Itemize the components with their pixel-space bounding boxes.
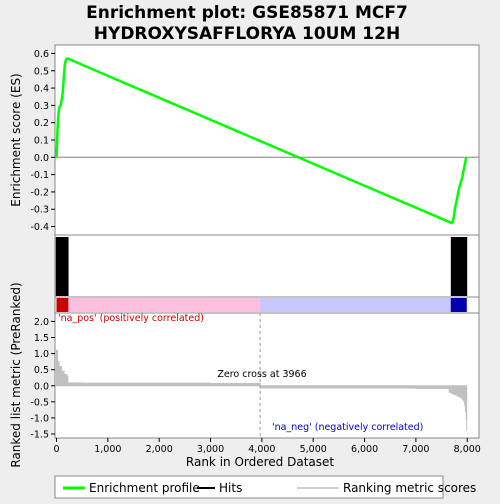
x-tick-label: 0 (53, 444, 59, 455)
metric-y-axis: -1.5 -1.0 -0.5 0.0 0.5 1.0 1.5 2.0 (30, 317, 55, 441)
metric-panel (54, 312, 480, 439)
metric-y-tick-label: -0.5 (30, 397, 49, 408)
x-tick-label: 5,000 (300, 444, 327, 455)
metric-y-tick-label: 0.5 (34, 365, 49, 376)
metric-y-tick-label: 0.0 (34, 381, 49, 392)
metric-area (56, 349, 468, 431)
heatmap-segments (56, 298, 468, 312)
metric-series (56, 313, 468, 438)
heatmap-positive (56, 298, 261, 312)
heatmap-negative (260, 298, 468, 312)
es-y-tick-label: -0.1 (30, 170, 49, 181)
x-axis-label: Rank in Ordered Dataset (186, 455, 334, 469)
es-series (55, 57, 468, 225)
heatmap-negative-strong (450, 298, 467, 312)
legend-label: Ranking metric scores (343, 481, 476, 495)
metric-y-tick-label: -1.0 (30, 413, 49, 424)
es-y-tick-label: 0.6 (34, 49, 49, 60)
x-tick-label: 3,000 (197, 444, 224, 455)
es-y-label: Enrichment score (ES) (9, 73, 23, 206)
metric-y-tick-label: -1.5 (30, 430, 49, 441)
x-tick-label: 7,000 (402, 444, 429, 455)
hits-panel (54, 234, 480, 298)
heatmap-positive-strong (56, 298, 69, 312)
metric-y-label: Ranked list metric (PreRanked) (9, 282, 23, 467)
chart-title-line1: Enrichment plot: GSE85871 MCF7 (86, 3, 408, 23)
es-y-axis: -0.4 -0.3 -0.2 -0.1 0.0 0.1 0.2 0.3 0.4 0.5 0.6 (30, 49, 479, 233)
x-tick-label: 6,000 (351, 444, 378, 455)
x-tick-label: 1,000 (94, 444, 121, 455)
x-tick-label: 8,000 (454, 444, 481, 455)
es-y-tick-label: 0.2 (34, 118, 49, 129)
metric-y-tick-label: 1.5 (34, 333, 49, 344)
es-y-tick-label: 0.5 (34, 66, 49, 77)
x-axis: 0 1,000 2,000 3,000 4,000 5,000 6,000 7,000 8,00… (53, 438, 481, 455)
metric-y-tick-label: 1.0 (34, 349, 49, 360)
chart-title-line2: HYDROXYSAFFLORYA 10UM 12H (94, 24, 400, 44)
legend: Enrichment profile Hits Ranking metric sco… (63, 481, 476, 495)
hit-lines (55, 237, 468, 296)
legend-label: Enrichment profile (89, 481, 200, 495)
neg-label: 'na_neg' (negatively correlated) (272, 422, 423, 433)
pos-label: 'na_pos' (positively correlated) (58, 313, 204, 324)
legend-label: Hits (219, 481, 242, 495)
es-y-tick-label: 0.4 (34, 84, 49, 95)
es-y-tick-label: -0.3 (30, 205, 49, 216)
es-y-tick-label: 0.0 (34, 153, 49, 164)
es-y-tick-label: -0.2 (30, 187, 49, 198)
x-tick-label: 2,000 (146, 444, 173, 455)
es-y-tick-label: 0.3 (34, 101, 49, 112)
zero-cross-label: Zero cross at 3966 (217, 369, 306, 380)
legend-box (54, 475, 444, 499)
es-y-tick-label: 0.1 (34, 136, 49, 147)
es-y-tick-label: -0.4 (30, 222, 49, 233)
metric-y-tick-label: 2.0 (34, 317, 49, 328)
x-tick-label: 4,000 (248, 444, 275, 455)
enrichment-line (55, 57, 468, 225)
